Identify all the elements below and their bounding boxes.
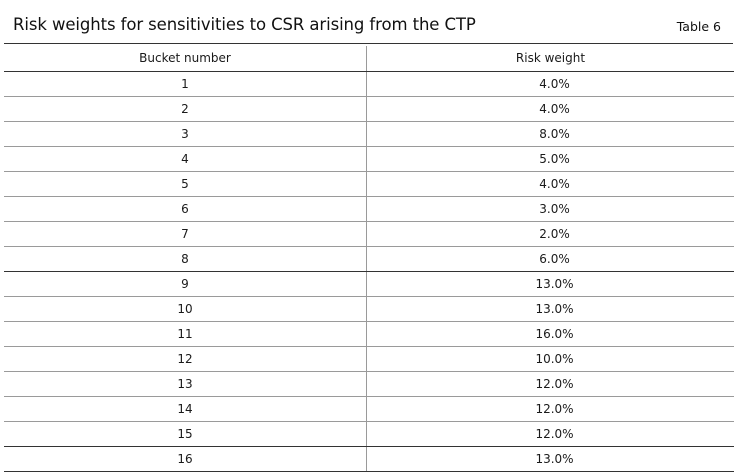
bucket-cell: 5 xyxy=(4,171,367,197)
bucket-cell: 12 xyxy=(4,346,367,372)
weight-cell: 3.0% xyxy=(366,196,734,222)
bucket-cell: 1 xyxy=(4,71,367,97)
weight-cell: 12.0% xyxy=(366,421,734,447)
table-row: 10 13.0% xyxy=(4,296,734,322)
table-header: Risk weights for sensitivities to CSR ar… xyxy=(0,0,735,43)
weight-cell: 4.0% xyxy=(366,171,734,197)
column-header-bucket: Bucket number xyxy=(4,46,367,72)
weight-cell: 12.0% xyxy=(366,396,734,422)
bucket-cell: 16 xyxy=(4,446,367,472)
table-row: 7 2.0% xyxy=(4,221,734,247)
weight-cell: 13.0% xyxy=(366,296,734,322)
weight-cell: 5.0% xyxy=(366,146,734,172)
table-row: 11 16.0% xyxy=(4,321,734,347)
table-row: 5 4.0% xyxy=(4,171,734,197)
table-row: 16 13.0% xyxy=(4,446,734,472)
table-row: 12 10.0% xyxy=(4,346,734,372)
bucket-cell: 10 xyxy=(4,296,367,322)
table-body: 1 4.0% 2 4.0% 3 8.0% 4 5.0% 5 4.0% 6 3.0… xyxy=(4,71,734,472)
weight-cell: 10.0% xyxy=(366,346,734,372)
table-row: 9 13.0% xyxy=(4,271,734,297)
bucket-cell: 3 xyxy=(4,121,367,147)
table-number: Table 6 xyxy=(676,19,721,34)
table-row: 1 4.0% xyxy=(4,71,734,97)
table-row: 2 4.0% xyxy=(4,96,734,122)
table-row: 4 5.0% xyxy=(4,146,734,172)
risk-weights-table: Bucket number Risk weight 1 4.0% 2 4.0% … xyxy=(4,46,734,472)
top-rule xyxy=(4,43,733,44)
bucket-cell: 14 xyxy=(4,396,367,422)
table-row: 8 6.0% xyxy=(4,246,734,272)
weight-cell: 4.0% xyxy=(366,96,734,122)
table-row: 6 3.0% xyxy=(4,196,734,222)
table-title: Risk weights for sensitivities to CSR ar… xyxy=(13,15,476,34)
header-row: Bucket number Risk weight xyxy=(4,46,734,72)
table-row: 3 8.0% xyxy=(4,121,734,147)
bucket-cell: 13 xyxy=(4,371,367,397)
table-head: Bucket number Risk weight xyxy=(4,46,734,72)
weight-cell: 2.0% xyxy=(366,221,734,247)
bucket-cell: 7 xyxy=(4,221,367,247)
table-row: 13 12.0% xyxy=(4,371,734,397)
bucket-cell: 9 xyxy=(4,271,367,297)
weight-cell: 13.0% xyxy=(366,271,734,297)
table-row: 15 12.0% xyxy=(4,421,734,447)
column-header-weight: Risk weight xyxy=(366,46,734,72)
weight-cell: 4.0% xyxy=(366,71,734,97)
bucket-cell: 15 xyxy=(4,421,367,447)
weight-cell: 13.0% xyxy=(366,446,734,472)
weight-cell: 12.0% xyxy=(366,371,734,397)
bucket-cell: 8 xyxy=(4,246,367,272)
weight-cell: 6.0% xyxy=(366,246,734,272)
bucket-cell: 2 xyxy=(4,96,367,122)
bucket-cell: 6 xyxy=(4,196,367,222)
weight-cell: 8.0% xyxy=(366,121,734,147)
bucket-cell: 11 xyxy=(4,321,367,347)
table-row: 14 12.0% xyxy=(4,396,734,422)
bucket-cell: 4 xyxy=(4,146,367,172)
weight-cell: 16.0% xyxy=(366,321,734,347)
